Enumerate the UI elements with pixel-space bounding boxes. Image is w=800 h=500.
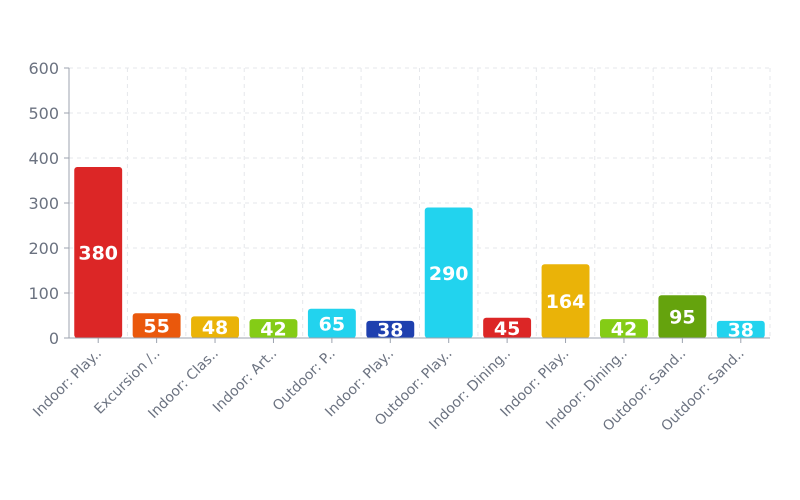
bar-value-label: 164	[546, 291, 586, 313]
y-tick-label: 500	[28, 104, 59, 123]
bar	[249, 319, 298, 338]
y-tick: 0	[49, 329, 69, 348]
grid-lines	[69, 67, 771, 338]
y-tick: 300	[28, 194, 69, 213]
bar	[191, 316, 239, 338]
y-tick-label: 300	[28, 194, 59, 213]
bar	[307, 308, 356, 338]
bar-value-label: 38	[377, 319, 403, 341]
y-tick-label: 600	[28, 59, 59, 78]
bar	[74, 167, 123, 338]
y-axis: 0 100 200 300 400 500 600	[28, 59, 70, 348]
y-tick-label: 400	[28, 149, 59, 168]
bar	[541, 264, 590, 338]
y-tick: 100	[28, 284, 69, 303]
bars: 380 55 48 42 65 38 290 45 164 42 95 38	[74, 167, 765, 341]
y-tick-label: 0	[49, 329, 59, 348]
y-tick-label: 200	[28, 239, 59, 258]
bar-value-label: 55	[143, 316, 169, 338]
bar-value-label: 38	[728, 319, 754, 341]
y-tick: 600	[28, 59, 69, 78]
bar-value-label: 48	[202, 317, 228, 339]
bar	[600, 319, 648, 338]
bar	[716, 320, 765, 338]
bar-value-label: 42	[611, 319, 637, 341]
bar-value-label: 290	[429, 263, 469, 285]
bar	[132, 313, 181, 338]
y-tick: 400	[28, 149, 69, 168]
bar-value-label: 45	[494, 318, 520, 340]
y-tick: 200	[28, 239, 69, 258]
bar	[366, 320, 415, 338]
bar-value-label: 380	[78, 243, 118, 265]
y-tick-label: 100	[28, 284, 59, 303]
x-axis: Indoor: Play..Excursion /..Indoor: Clas.…	[30, 337, 770, 435]
bar	[658, 295, 707, 338]
bar-value-label: 95	[669, 307, 695, 329]
y-tick: 500	[28, 104, 69, 123]
bar	[483, 317, 532, 338]
bar-value-label: 65	[319, 313, 345, 335]
bar	[424, 207, 473, 338]
bar-value-label: 42	[260, 319, 286, 341]
